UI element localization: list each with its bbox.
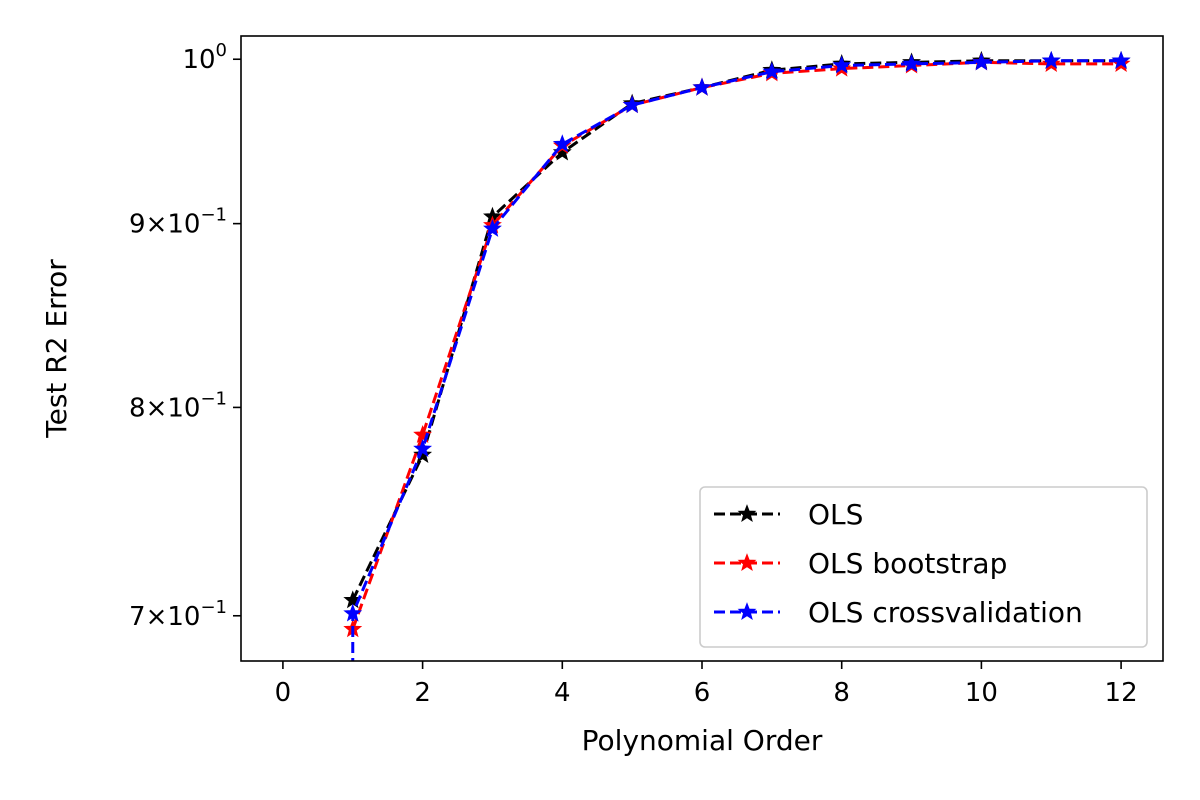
data-point: [762, 61, 782, 80]
data-point: [413, 439, 433, 457]
legend-marker: [737, 602, 757, 621]
series-ols-crossvalidation: [343, 50, 1131, 661]
x-tick-label: 6: [694, 678, 711, 708]
legend-label: OLS bootstrap: [808, 547, 1007, 580]
legend: OLS OLS bootstrap OLS crossvalidation: [699, 486, 1148, 648]
data-point: [832, 55, 852, 74]
y-tick-label: 100: [182, 40, 227, 75]
x-tick-label: 4: [554, 678, 571, 708]
data-point: [343, 603, 363, 622]
y-axis: 7×10−1 8×10−1 9×10−1 100: [129, 40, 241, 632]
legend-label: OLS: [808, 498, 863, 531]
x-axis: 0 2 4 6 8 10 12: [275, 661, 1138, 708]
x-tick-label: 2: [414, 678, 431, 708]
data-point: [1111, 50, 1131, 69]
data-point: [483, 218, 502, 237]
y-axis-title: Test R2 Error: [40, 259, 73, 439]
data-point: [971, 52, 991, 71]
data-point: [413, 425, 433, 443]
data-point: [902, 54, 921, 72]
y-tick-label: 8×10−1: [129, 388, 227, 423]
series-layer: [343, 50, 1131, 661]
x-axis-title: Polynomial Order: [582, 724, 823, 757]
data-point: [552, 134, 572, 153]
data-point: [1041, 50, 1061, 69]
data-point: [413, 445, 433, 463]
x-tick-label: 10: [965, 678, 998, 708]
data-point: [692, 77, 712, 96]
x-tick-label: 0: [275, 678, 292, 708]
x-tick-label: 12: [1105, 678, 1138, 708]
x-tick-label: 8: [833, 678, 850, 708]
y-tick-label: 7×10−1: [129, 597, 227, 632]
legend-marker: [737, 504, 757, 523]
legend-label: OLS crossvalidation: [808, 596, 1083, 629]
y-tick-label: 9×10−1: [129, 205, 227, 240]
legend-marker: [737, 553, 757, 572]
data-point: [622, 95, 642, 114]
legend-frame: [699, 486, 1148, 648]
